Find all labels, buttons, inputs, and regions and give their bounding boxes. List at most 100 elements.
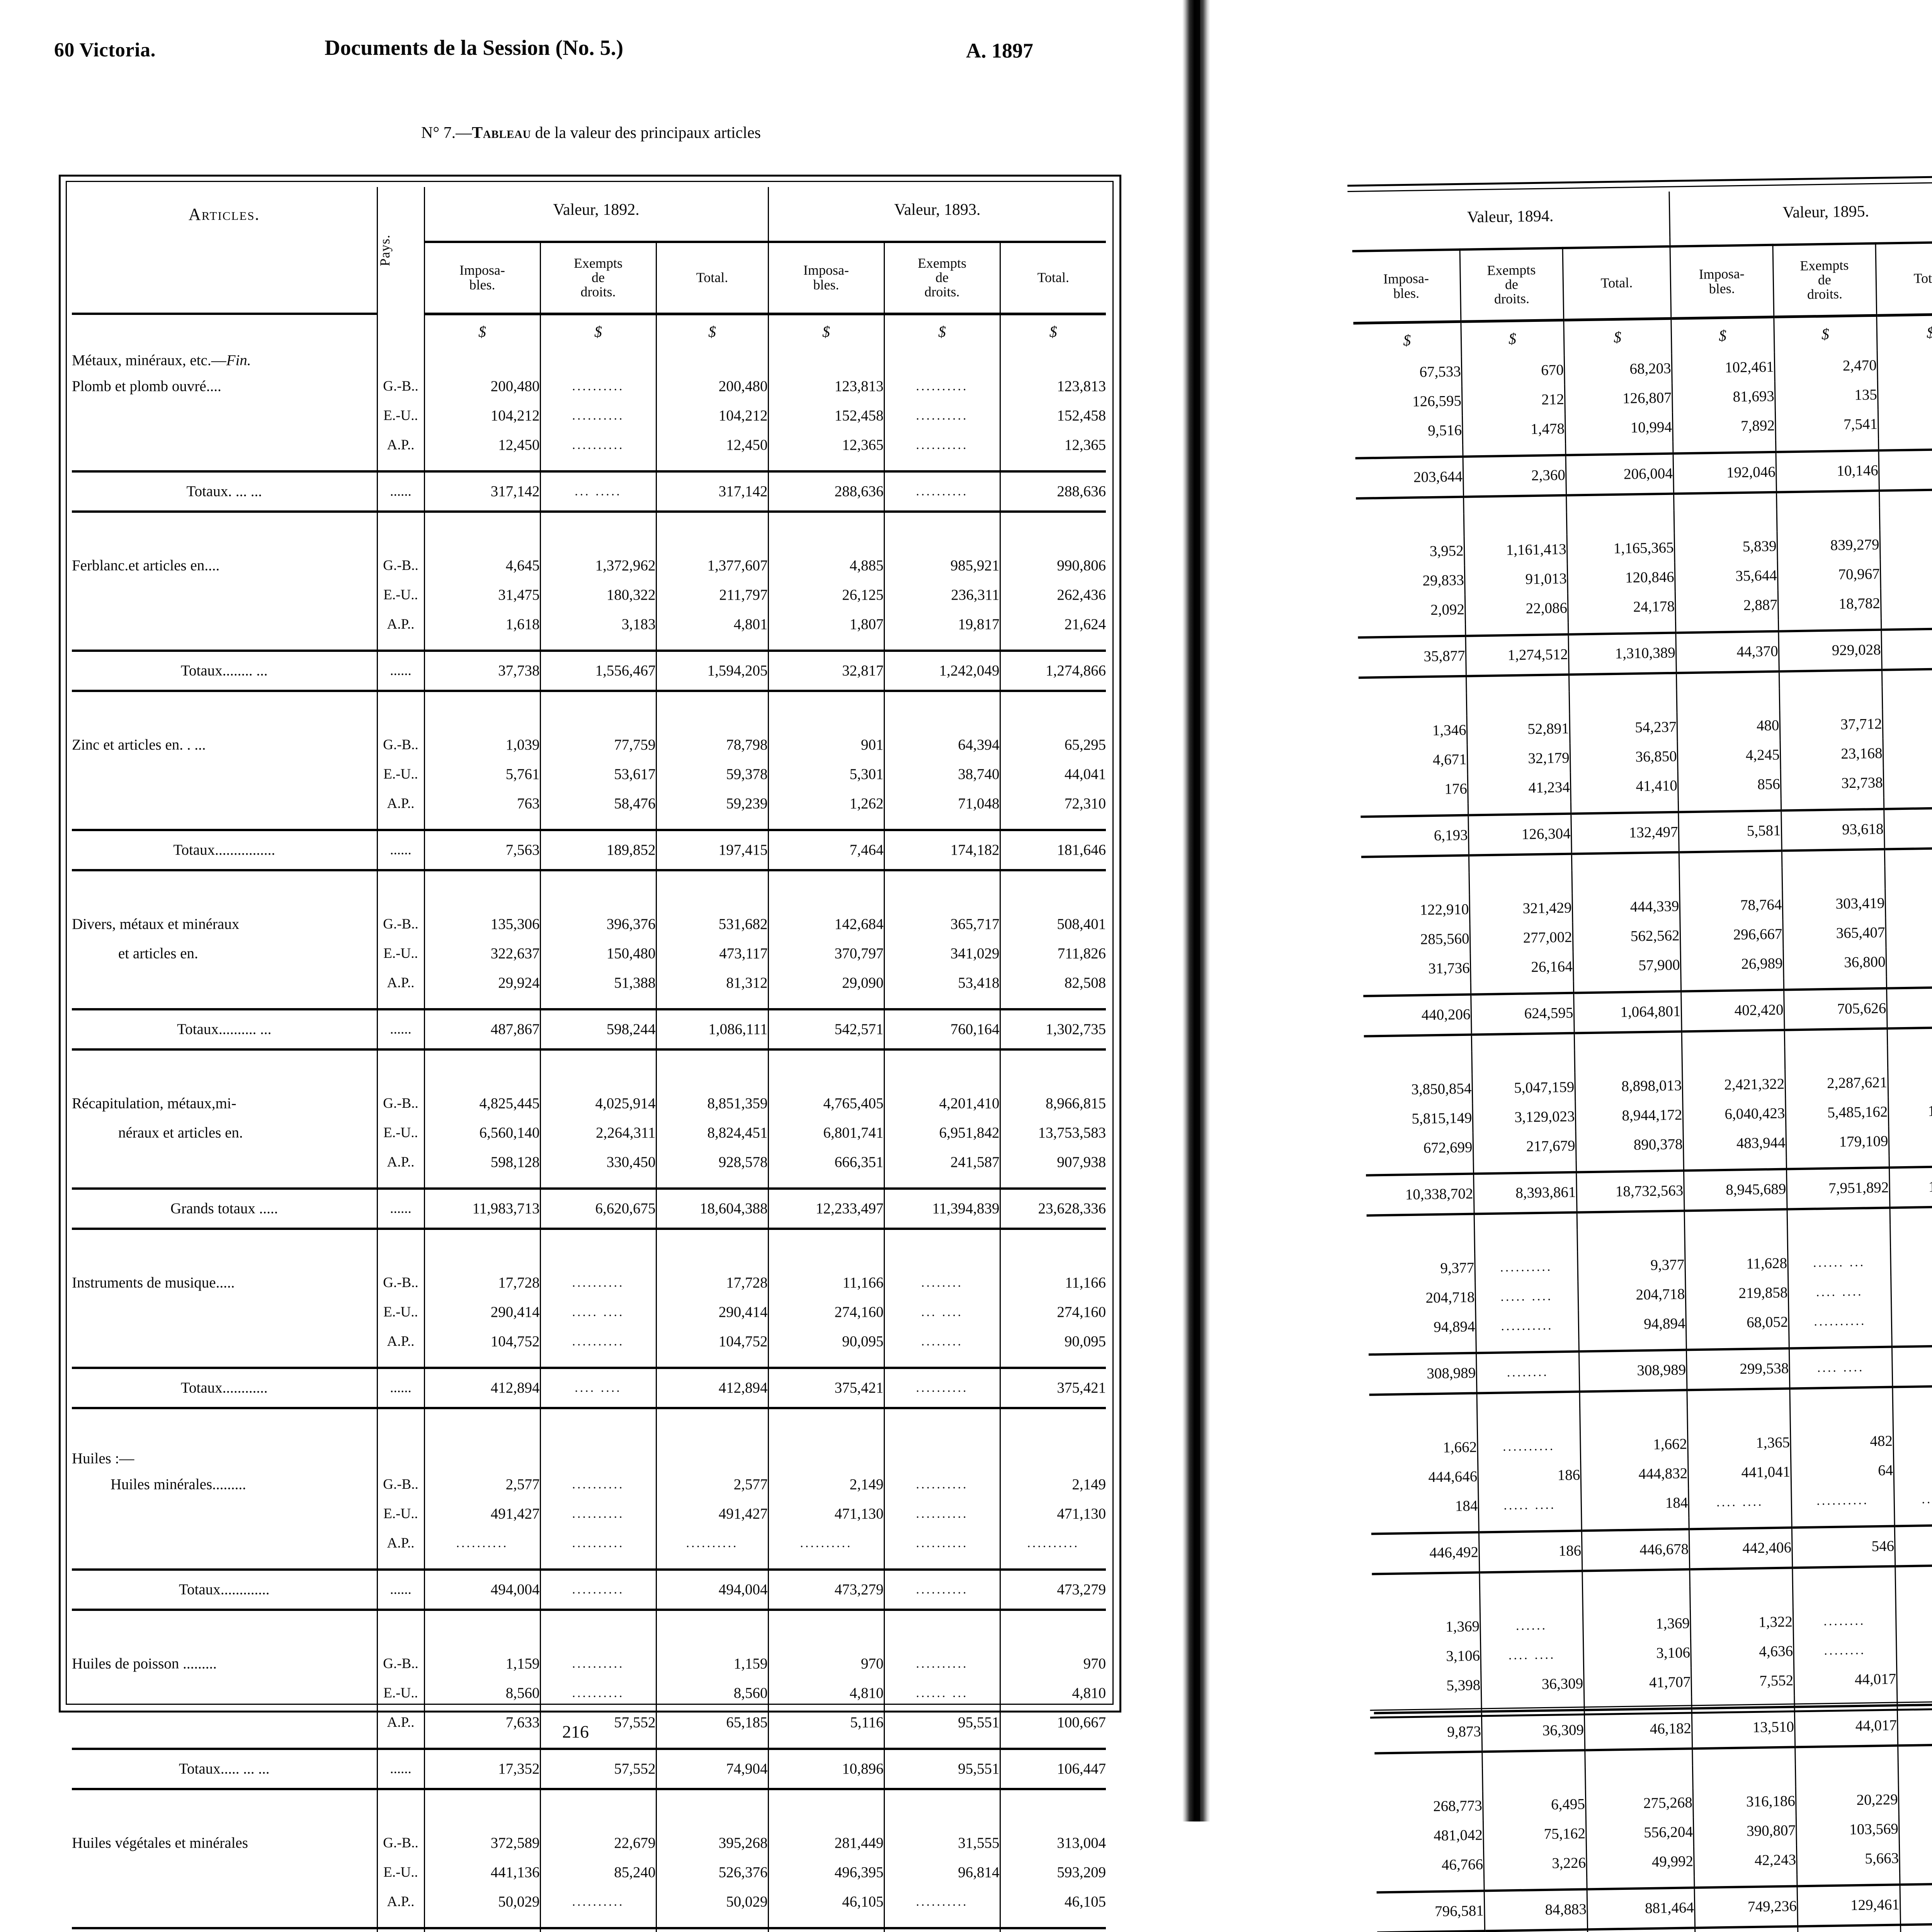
spacer-row: [72, 1407, 1106, 1425]
cell-1893-0: ..........: [767, 1529, 884, 1558]
country-code: G.-B..: [376, 1828, 424, 1858]
cell-1895-1: 179,109: [1786, 1126, 1889, 1158]
total-1893-2: 1,274,866: [999, 650, 1106, 691]
cell-1894-0: 1,662: [1443, 1439, 1477, 1456]
spacer-row: [72, 887, 1106, 910]
cell-1892-1: ..........: [539, 1470, 656, 1499]
table-row: Divers, métaux et minéraux G.-B.. 135,306 3…: [72, 910, 1106, 939]
spacer-row: [72, 460, 1106, 471]
cell-1893-0: 370,797: [767, 939, 884, 968]
country-code: A.P..: [376, 610, 424, 639]
cell-1895-1: 5,663: [1796, 1844, 1900, 1875]
total-1895-0: 749,236: [1694, 1886, 1798, 1928]
cell-1894-1: ..... ....: [1475, 1281, 1578, 1312]
cell-1895-0: 102,461: [1671, 352, 1775, 383]
total-1892-1: 107,919: [539, 1927, 656, 1932]
subcol-1892-imposables: Imposa- bles.: [423, 242, 540, 315]
total-1895-2: 57,527: [1897, 1704, 1932, 1746]
cell-1895-2: 81,828: [1877, 378, 1932, 410]
cell-1894-2: 9,377: [1577, 1250, 1685, 1281]
article-label: Zinc et articles en. . ...: [72, 736, 206, 753]
cell-1893-1: 38,740: [883, 760, 1000, 789]
cell-1893-1: 71,048: [883, 789, 1000, 818]
cell-1892-1: 4,025,914: [539, 1089, 656, 1118]
cell-1893-1: 95,551: [883, 1708, 1000, 1737]
cell-1892-0: 200,480: [423, 372, 540, 401]
country-code: E.-U..: [376, 939, 424, 968]
cell-1892-0: 4,825,445: [423, 1089, 540, 1118]
cell-1894-2: 41,707: [1583, 1667, 1692, 1699]
caption-smallcaps: Tableau: [472, 124, 531, 142]
cell-1895-2: ..........: [1894, 1483, 1932, 1515]
page-gutter-core: [1194, 0, 1200, 1821]
cell-1892-0: 1,618: [423, 610, 540, 639]
section-heading-row: Huiles :—: [72, 1447, 1106, 1470]
cell-1892-1: ..........: [539, 1268, 656, 1298]
total-1895-0: 192,046: [1673, 452, 1777, 494]
totals-label: Totaux. ... ...: [72, 470, 377, 512]
cell-1895-0: 1,322: [1690, 1607, 1793, 1638]
cell-1894-0: 285,560: [1420, 930, 1469, 948]
article-label: [72, 789, 377, 818]
table-row: E.-U.. 8,560.......... 8,560 4,810...... ..…: [72, 1679, 1106, 1708]
cell-1895-0: 480: [1677, 711, 1780, 742]
totals-row: Totaux..... ... ......... 17,352 57,552 74,…: [72, 1748, 1106, 1789]
country-code: A.P..: [376, 1887, 424, 1917]
cell-1895-0: 856: [1677, 769, 1781, 801]
total-1895-1: 7,951,892: [1786, 1167, 1890, 1209]
table-row: A.P.. 50,029.......... 50,029 46,105.......…: [72, 1887, 1106, 1917]
cell-1895-2: 441,105: [1893, 1454, 1932, 1485]
total-1895-1: 129,461: [1797, 1884, 1901, 1927]
cell-1892-1: 57,552: [539, 1708, 656, 1737]
total-1893-0: 473,279: [767, 1568, 884, 1610]
cell-1892-1: 58,476: [539, 789, 656, 818]
cell-1893-0: 5,301: [767, 760, 884, 789]
table-row: E.-U.. 104,212.......... 104,212 152,458...…: [72, 401, 1106, 430]
totals-row: Totaux...................... 7,563 189,852…: [72, 829, 1106, 870]
cell-1892-1: ..........: [539, 1499, 656, 1529]
country-code: A.P..: [376, 789, 424, 818]
spacer-row: [72, 1788, 1106, 1806]
total-1894-1: ........: [1476, 1351, 1580, 1393]
total-1893-1: ..........: [883, 1367, 1000, 1408]
cell-1894-1: 75,162: [1483, 1819, 1587, 1850]
total-1895-1: .... ....: [1789, 1347, 1893, 1389]
table-row: E.-U.. 441,136 85,240 526,376 496,395 96,814 5…: [72, 1858, 1106, 1887]
total-1894-0: 10,338,702: [1366, 1173, 1474, 1216]
section-heading-row: Métaux, minéraux, etc.—Fin.: [72, 349, 1106, 372]
cell-1893-1: 31,555: [883, 1828, 1000, 1858]
cell-1895-1: 44,017: [1794, 1664, 1897, 1696]
total-1894-1: 2,360: [1463, 455, 1566, 497]
total-1894-2: 46,182: [1584, 1708, 1692, 1750]
cell-1892-1: 77,759: [539, 730, 656, 760]
cell-1892-2: 491,427: [655, 1499, 769, 1529]
spacer-row: [72, 690, 1106, 708]
table-row: Huiles végétales et minérales G.-B.. 372,5…: [72, 1828, 1106, 1858]
cell-1892-0: 2,577: [423, 1470, 540, 1499]
country-code: A.P..: [376, 430, 424, 460]
cell-1895-1: 5,485,162: [1785, 1097, 1889, 1128]
article-label: Récapitulation, métaux,mi-: [72, 1095, 236, 1112]
cell-1894-0: 29,833: [1422, 571, 1464, 589]
running-head-year: A. 1897: [966, 39, 1033, 62]
article-label: [72, 401, 377, 430]
group-header-1895: Valeur, 1895.: [1669, 187, 1932, 237]
cell-1893-1: 64,394: [883, 730, 1000, 760]
article-label: Huiles végétales et minérales: [72, 1835, 248, 1852]
cell-1895-2: 4,636: [1896, 1633, 1932, 1665]
cell-1892-2: 8,824,451: [655, 1118, 769, 1148]
cell-1892-2: 78,798: [655, 730, 769, 760]
cell-1895-1: 20,229: [1795, 1785, 1899, 1816]
cell-1893-2: 970: [999, 1649, 1106, 1679]
cell-1895-1: 482: [1790, 1426, 1894, 1458]
spacer-row: [72, 1609, 1106, 1627]
cell-1893-2: 990,806: [999, 551, 1106, 580]
cell-1892-2: 104,212: [655, 401, 769, 430]
currency-row-pad: [72, 314, 377, 349]
cell-1894-1: 36,309: [1481, 1669, 1584, 1700]
article-label: Plomb et plomb ouvré....: [72, 378, 221, 395]
total-1894-2: 132,497: [1571, 812, 1679, 854]
cell-1892-2: 1,377,607: [655, 551, 769, 580]
cell-1894-2: 10,994: [1565, 412, 1673, 444]
total-1892-2: 971,673: [655, 1927, 769, 1932]
